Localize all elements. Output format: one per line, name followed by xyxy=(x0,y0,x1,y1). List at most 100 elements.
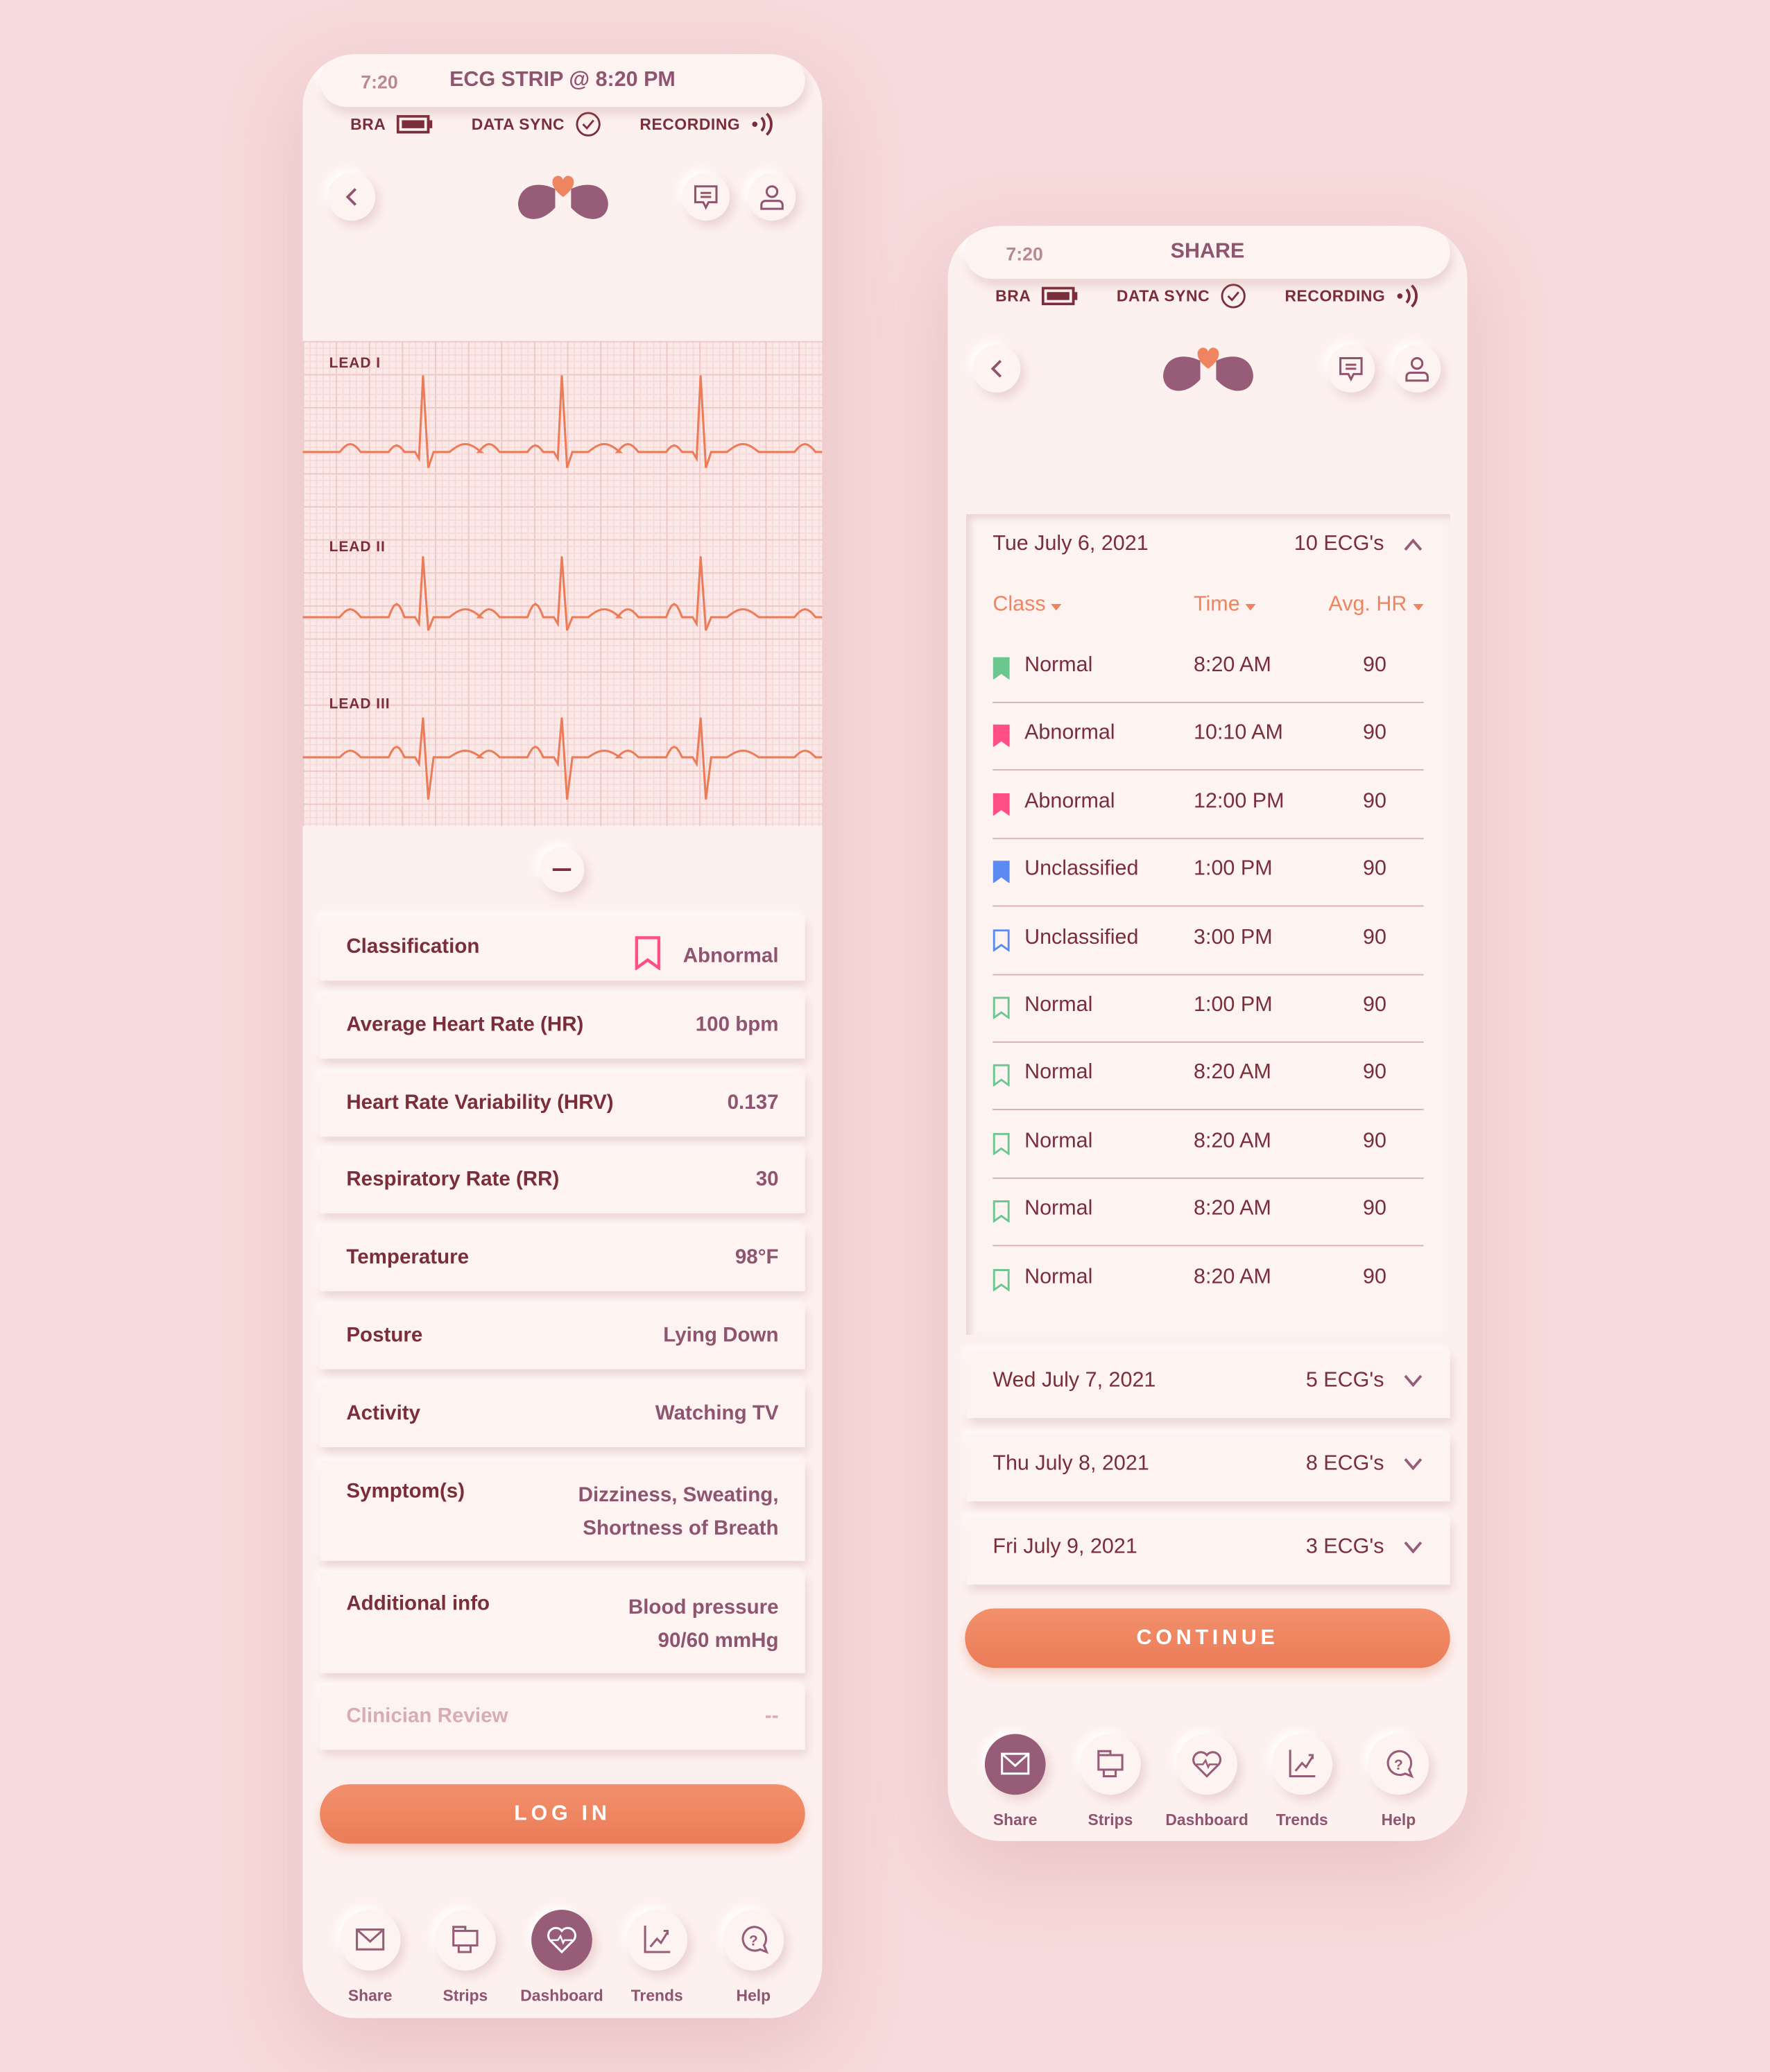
ecg-row[interactable]: Normal 8:20 AM 90 xyxy=(993,1043,1424,1111)
bookmark-icon xyxy=(635,936,660,972)
help-bubble-icon: ? xyxy=(741,1926,769,1954)
nav-label: Help xyxy=(736,1986,771,2005)
field-label: Temperature xyxy=(346,1246,470,1269)
nav-strips[interactable]: Strips xyxy=(426,1910,505,2005)
ecg-row[interactable]: Normal 8:20 AM 90 xyxy=(993,636,1424,703)
heart-pulse-icon xyxy=(1192,1751,1222,1778)
collapse-button[interactable] xyxy=(539,847,585,892)
nav-button[interactable] xyxy=(339,1910,401,1971)
strips-icon xyxy=(1097,1750,1124,1778)
caret-down-icon xyxy=(1412,603,1424,611)
field-label: Posture xyxy=(346,1324,423,1347)
day-header[interactable]: Tue July 6, 2021 10 ECG's xyxy=(993,533,1423,556)
lead-label: LEAD III xyxy=(329,696,390,713)
help-bubble-icon: ? xyxy=(1386,1750,1414,1779)
nav-label: Dashboard xyxy=(520,1986,603,2005)
log-in-button[interactable]: LOG IN xyxy=(320,1784,805,1844)
nav-button[interactable]: ? xyxy=(1368,1734,1429,1795)
ecg-row[interactable]: Normal 8:20 AM 90 xyxy=(993,1111,1424,1179)
sort-avg-hr[interactable]: Avg. HR xyxy=(1328,594,1424,617)
row-class: Normal xyxy=(1024,654,1093,677)
ecg-row[interactable]: Unclassified 1:00 PM 90 xyxy=(993,840,1424,907)
field-respiratory-rate-rr-: Respiratory Rate (RR) 30 xyxy=(320,1148,805,1214)
nav-strips[interactable]: Strips xyxy=(1071,1734,1150,1829)
messages-button[interactable] xyxy=(682,173,730,221)
nav-button[interactable] xyxy=(1080,1734,1141,1795)
field-value: Dizziness, Sweating, Shortness of Breath xyxy=(578,1484,779,1540)
row-time: 1:00 PM xyxy=(1194,994,1273,1017)
bookmark-icon xyxy=(993,929,1010,951)
ecg-row[interactable]: Unclassified 3:00 PM 90 xyxy=(993,908,1424,975)
bra-label: BRA xyxy=(995,286,1031,306)
ecg-day-collapsed[interactable]: Thu July 8, 2021 8 ECG's xyxy=(966,1433,1450,1502)
nav-button[interactable] xyxy=(626,1910,688,1971)
profile-button[interactable] xyxy=(1393,345,1441,393)
recording-label: RECORDING xyxy=(1284,286,1386,306)
nav-button[interactable] xyxy=(1271,1734,1333,1795)
ecg-strip-title: ECG STRIP @ 8:20 PM xyxy=(320,54,805,107)
envelope-icon xyxy=(1001,1752,1030,1775)
ecg-day-collapsed[interactable]: Wed July 7, 2021 5 ECG's xyxy=(966,1350,1450,1419)
row-time: 3:00 PM xyxy=(1194,926,1273,949)
bookmark-icon xyxy=(993,996,1010,1019)
nav-button[interactable] xyxy=(531,1910,592,1971)
bookmark-icon xyxy=(993,1200,1010,1223)
ecg-row[interactable]: Normal 8:20 AM 90 xyxy=(993,1247,1423,1314)
trend-chart-icon xyxy=(1289,1750,1316,1778)
nav-dashboard[interactable]: Dashboard xyxy=(1165,1734,1248,1829)
nav-trends[interactable]: Trends xyxy=(1262,1734,1341,1829)
field-label: Heart Rate Variability (HRV) xyxy=(346,1091,614,1114)
nav-button[interactable] xyxy=(984,1734,1046,1795)
row-class: Unclassified xyxy=(1024,926,1139,949)
user-icon xyxy=(760,185,784,210)
field-label: Additional info xyxy=(346,1592,490,1616)
nav-help[interactable]: ? Help xyxy=(714,1910,793,2005)
sort-time[interactable]: Time xyxy=(1194,594,1257,617)
data-sync-label: DATA SYNC xyxy=(1116,286,1210,306)
nav-button[interactable]: ? xyxy=(723,1910,784,1971)
nav-share[interactable]: Share xyxy=(330,1910,409,2005)
chat-icon xyxy=(1339,356,1363,382)
back-button[interactable] xyxy=(972,345,1021,393)
row-time: 8:20 AM xyxy=(1194,1266,1271,1288)
ecg-row[interactable]: Normal 1:00 PM 90 xyxy=(993,976,1424,1043)
ecg-row[interactable]: Abnormal 10:10 AM 90 xyxy=(993,704,1424,771)
field-symptom-s-: Symptom(s) Dizziness, Sweating, Shortness … xyxy=(320,1460,805,1561)
back-button[interactable] xyxy=(327,173,376,221)
sort-class[interactable]: Class xyxy=(993,594,1063,617)
clock: 7:20 xyxy=(361,71,398,93)
nav-label: Strips xyxy=(442,1986,488,2005)
bookmark-icon xyxy=(993,1132,1010,1155)
share-title: SHARE xyxy=(965,225,1450,279)
nav-help[interactable]: ? Help xyxy=(1359,1734,1438,1829)
chevron-down-icon[interactable] xyxy=(1402,1458,1423,1471)
chevron-down-icon[interactable] xyxy=(1402,1541,1423,1554)
row-class: Normal xyxy=(1024,1130,1093,1152)
field-value: 100 bpm xyxy=(695,1013,779,1037)
chevron-down-icon[interactable] xyxy=(1402,1374,1423,1388)
nav-trends[interactable]: Trends xyxy=(617,1910,696,2005)
profile-button[interactable] xyxy=(748,173,796,221)
nav-dashboard[interactable]: Dashboard xyxy=(520,1910,603,2005)
caret-down-icon xyxy=(1246,603,1257,611)
row-class: Abnormal xyxy=(1024,722,1115,745)
nav-button[interactable] xyxy=(435,1910,496,1971)
ecg-day-collapsed[interactable]: Fri July 9, 2021 3 ECG's xyxy=(966,1517,1450,1585)
battery-icon xyxy=(396,114,433,134)
row-hr: 90 xyxy=(1362,994,1386,1017)
row-time: 8:20 AM xyxy=(1194,654,1271,677)
ecg-row[interactable]: Abnormal 12:00 PM 90 xyxy=(993,772,1424,839)
nav-button[interactable] xyxy=(1176,1734,1237,1795)
continue-button[interactable]: CONTINUE xyxy=(965,1608,1450,1668)
nav-share[interactable]: Share xyxy=(976,1734,1055,1829)
messages-button[interactable] xyxy=(1327,345,1375,393)
ecg-row[interactable]: Normal 8:20 AM 90 xyxy=(993,1179,1424,1247)
field-label: Respiratory Rate (RR) xyxy=(346,1168,560,1191)
chevron-up-icon[interactable] xyxy=(1402,538,1423,551)
user-icon xyxy=(1405,356,1429,382)
bookmark-icon xyxy=(993,725,1010,748)
nav-label: Dashboard xyxy=(1165,1811,1248,1829)
field-value: 0.137 xyxy=(727,1091,779,1114)
data-sync-label: DATA SYNC xyxy=(471,114,565,134)
nav-label: Share xyxy=(347,1986,393,2005)
